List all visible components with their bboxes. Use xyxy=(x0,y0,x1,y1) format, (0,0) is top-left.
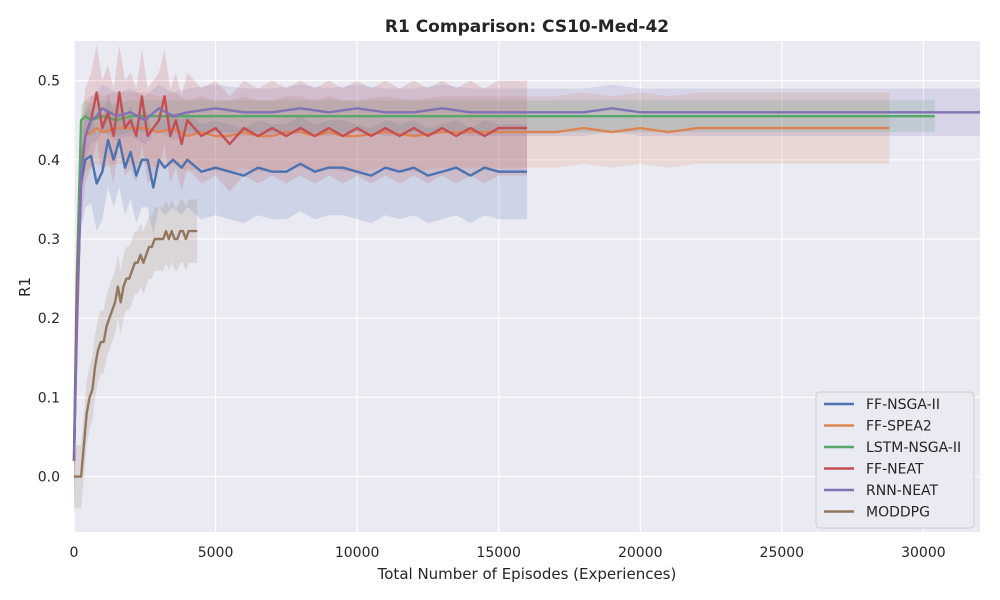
y-axis-label: R1 xyxy=(16,277,34,297)
y-tick-label: 0.4 xyxy=(38,153,60,169)
ff-neat-line xyxy=(72,91,527,461)
x-tick-label: 15000 xyxy=(476,545,521,561)
y-tick-label: 0.3 xyxy=(38,232,60,248)
x-tick-labels: 0 5000 10000 15000 20000 25000 30000 xyxy=(70,545,946,561)
legend-label-moddpg: MODDPG xyxy=(866,505,930,521)
chart-title: R1 Comparison: CS10-Med-42 xyxy=(385,17,669,37)
y-tick-label: 0.2 xyxy=(38,311,60,327)
ff-spea2-band xyxy=(74,92,890,497)
series-lines xyxy=(72,91,980,478)
legend-label-ff-nsga-ii: FF-NSGA-II xyxy=(866,397,940,413)
legend-label-ff-spea2: FF-SPEA2 xyxy=(866,419,932,435)
x-axis-label: Total Number of Episodes (Experiences) xyxy=(377,565,677,583)
x-tick-label: 0 xyxy=(70,545,79,561)
moddpg-line xyxy=(74,229,198,478)
x-tick-label: 30000 xyxy=(901,545,946,561)
ff-nsga-ii-line xyxy=(72,138,527,461)
x-tick-label: 25000 xyxy=(760,545,805,561)
legend-label-ff-neat: FF-NEAT xyxy=(866,462,924,478)
ff-spea2-line xyxy=(72,126,890,461)
legend: FF-NSGA-II FF-SPEA2 LSTM-NSGA-II FF-NEAT RNN… xyxy=(815,391,975,529)
rnn-neat-line xyxy=(72,107,980,461)
rnn-neat-band xyxy=(74,84,980,485)
x-tick-label: 10000 xyxy=(335,545,380,561)
ff-nsga-ii-band xyxy=(74,92,527,509)
x-tick-label: 5000 xyxy=(198,545,234,561)
moddpg-band xyxy=(74,199,198,509)
grid-lines xyxy=(73,41,980,532)
y-tick-label: 0.0 xyxy=(38,470,60,486)
y-tick-label: 0.5 xyxy=(38,74,60,90)
legend-label-lstm-nsga-ii: LSTM-NSGA-II xyxy=(866,440,961,456)
y-tick-labels: 0.0 0.1 0.2 0.3 0.4 0.5 xyxy=(38,74,60,486)
legend-label-rnn-neat: RNN-NEAT xyxy=(866,483,939,499)
legend-box xyxy=(815,391,975,529)
x-tick-label: 20000 xyxy=(618,545,663,561)
y-tick-label: 0.1 xyxy=(38,390,60,406)
